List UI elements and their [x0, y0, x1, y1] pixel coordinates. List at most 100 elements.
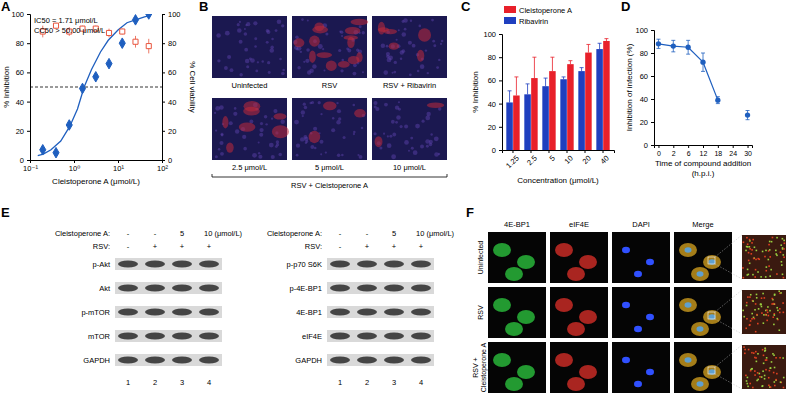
tick-mark	[499, 80, 502, 81]
nucleus	[398, 108, 401, 111]
tick-label: 60	[640, 72, 648, 81]
speckle	[762, 251, 764, 253]
cell	[691, 267, 709, 281]
micrograph	[292, 98, 367, 160]
band	[172, 261, 192, 268]
speckle	[767, 259, 769, 261]
chart-d: 02612182430020406080100Time of compound …	[625, 26, 753, 178]
condition-value: +	[419, 242, 424, 251]
nucleus	[320, 113, 322, 115]
tick-label: 40	[488, 100, 496, 109]
speckle	[780, 292, 782, 294]
cell	[579, 310, 597, 324]
nucleus	[318, 44, 323, 49]
tick-mark	[27, 72, 30, 73]
nucleus	[341, 154, 344, 157]
speckle	[773, 354, 775, 356]
column-label: 4E-BP1	[504, 220, 530, 229]
speckle	[767, 312, 769, 314]
speckle	[758, 308, 760, 310]
speckle	[751, 313, 753, 315]
tick-mark	[162, 14, 165, 15]
nucleus	[402, 32, 407, 37]
nucleus	[342, 59, 344, 61]
nucleus	[362, 71, 364, 73]
speckle	[765, 276, 767, 278]
speckle	[755, 351, 757, 353]
band	[330, 357, 350, 364]
cell	[505, 377, 523, 391]
speckle	[783, 248, 785, 250]
tick-mark	[651, 53, 654, 54]
infection-focus	[418, 28, 431, 41]
micrograph-background	[372, 98, 447, 160]
infection-focus	[226, 142, 234, 152]
error-bar	[550, 57, 554, 71]
tick-label: 80	[640, 49, 648, 58]
infection-focus	[338, 61, 350, 68]
tick-mark	[651, 145, 654, 146]
nucleus	[239, 73, 242, 76]
micrograph-background	[612, 342, 670, 393]
nucleus	[622, 247, 630, 253]
cell	[555, 353, 573, 367]
nucleus	[257, 61, 259, 63]
nucleus	[306, 48, 310, 52]
speckle	[749, 324, 751, 326]
speckle	[779, 312, 781, 314]
tick-mark	[27, 131, 30, 132]
tick-label: 60	[488, 76, 496, 85]
speckle	[749, 262, 751, 264]
speckle	[743, 277, 745, 279]
infection-focus	[344, 35, 358, 40]
zoom-box	[708, 367, 715, 374]
band-label: Akt	[99, 284, 111, 293]
nucleus	[252, 153, 257, 158]
tick-label: 40	[640, 95, 648, 104]
nucleus	[280, 120, 284, 124]
band	[172, 357, 192, 364]
speckle	[776, 273, 778, 275]
nucleus	[337, 109, 341, 113]
tick: 1.25	[504, 150, 521, 170]
bar	[506, 102, 513, 150]
nucleus	[432, 40, 435, 43]
nucleus	[410, 137, 413, 140]
nucleus	[426, 145, 429, 148]
infection-focus	[417, 50, 424, 62]
blot-strip	[115, 258, 222, 270]
nucleus	[325, 33, 328, 36]
tick: 12	[700, 145, 708, 157]
tick: 100	[483, 30, 502, 39]
tick-label: 10	[563, 154, 575, 166]
speckle	[745, 375, 747, 377]
micrograph	[212, 98, 289, 160]
nucleus	[697, 326, 704, 332]
band	[357, 333, 377, 340]
speckle	[770, 367, 772, 369]
nucleus	[259, 128, 263, 132]
speckle	[764, 297, 766, 299]
lane-number: 1	[126, 378, 130, 387]
axis-line	[31, 161, 163, 164]
nucleus	[392, 133, 396, 137]
nucleus	[300, 137, 304, 141]
nucleus	[352, 104, 355, 107]
nucleus	[398, 101, 400, 103]
condition-label: RSV:	[305, 242, 322, 251]
speckle	[752, 387, 754, 389]
nucleus	[386, 45, 389, 48]
speckle	[748, 260, 750, 262]
y-axis: 020406080100	[11, 10, 30, 165]
condition-value: -	[154, 229, 157, 238]
tick-label: 40	[599, 154, 611, 166]
marker	[119, 38, 125, 49]
speckle	[783, 377, 785, 379]
nucleus	[387, 143, 392, 148]
nucleus	[246, 22, 250, 26]
tick: 40	[640, 95, 654, 104]
speckle	[782, 357, 784, 359]
nucleus	[646, 369, 654, 375]
infection-focus	[383, 29, 397, 34]
nucleus	[404, 140, 409, 145]
